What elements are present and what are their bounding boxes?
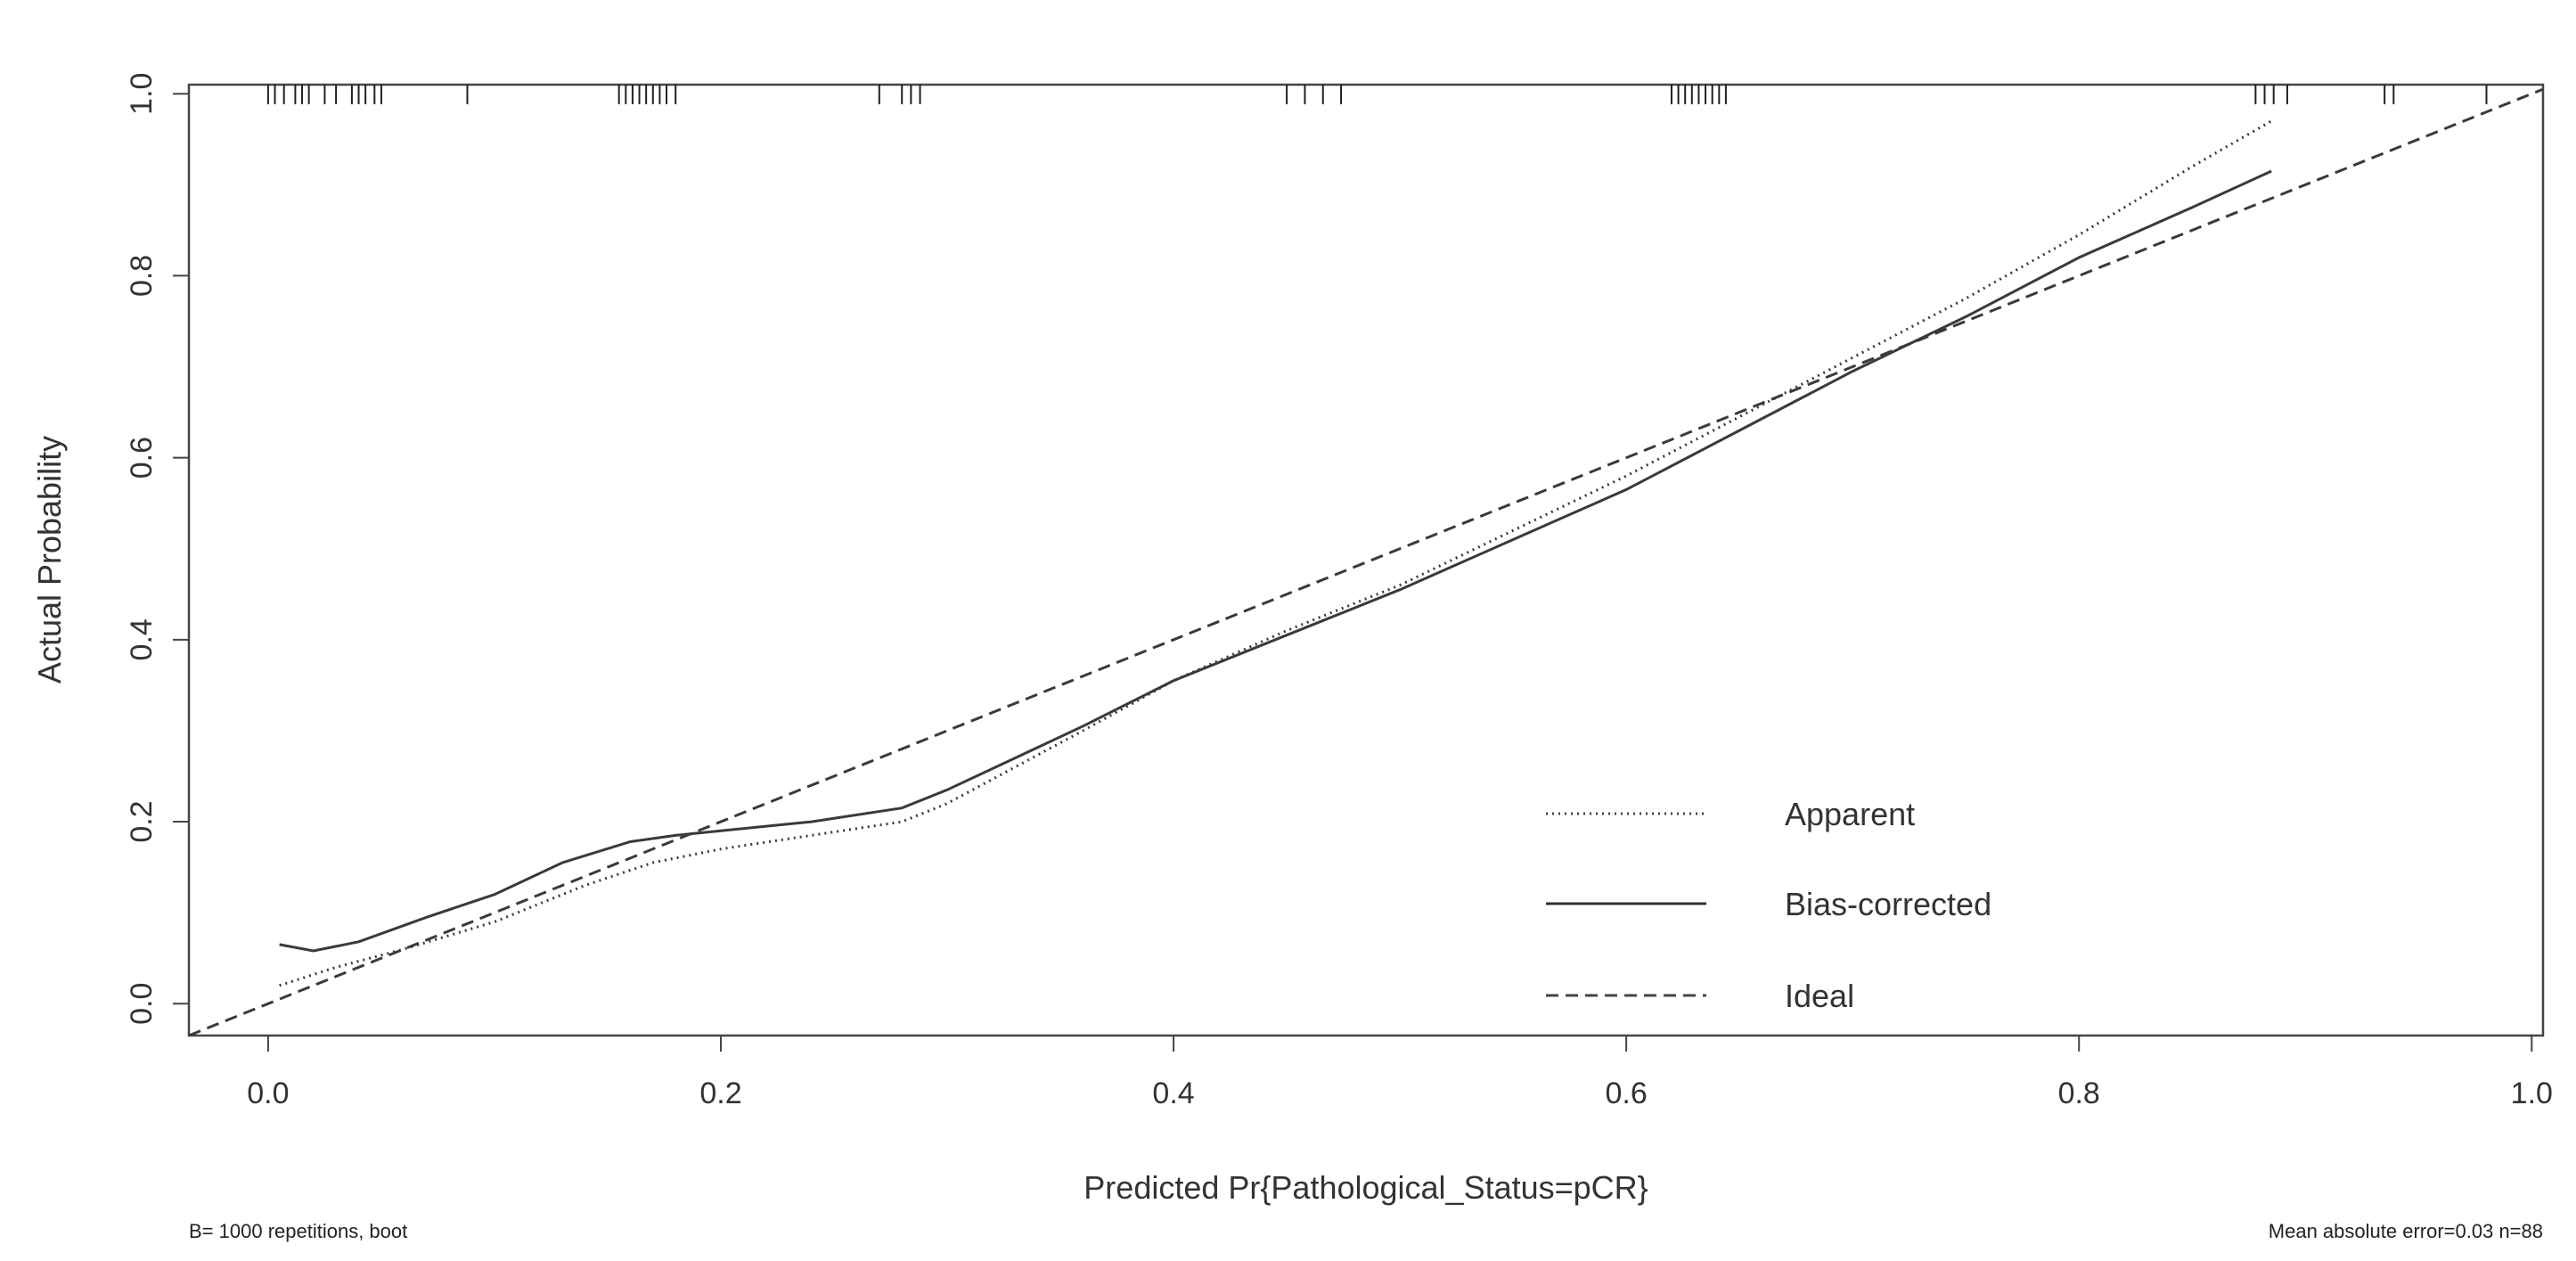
y-tick-label: 0.0: [125, 983, 159, 1025]
series-line-ideal: [188, 87, 2544, 1037]
y-axis: 0.0 0.2 0.4 0.6 0.8 1.0: [125, 73, 189, 1025]
rug-ticks: [266, 85, 2488, 104]
x-axis: 0.0 0.2 0.4 0.6 0.8 1.0: [247, 1035, 2553, 1110]
y-axis-title: Actual Probability: [31, 436, 68, 684]
x-axis-title: Predicted Pr{Pathological_Status=pCR}: [1084, 1169, 1648, 1206]
series-line-bias-corrected: [279, 169, 2272, 953]
x-tick-label: 0.4: [1152, 1077, 1194, 1110]
series-lines: [188, 87, 2544, 1037]
x-tick-label: 0.0: [247, 1077, 289, 1110]
footer-left-note: B= 1000 repetitions, boot: [189, 1220, 407, 1242]
legend-label-apparent: Apparent: [1785, 796, 1915, 832]
legend-label-bias-corrected: Bias-corrected: [1785, 886, 1991, 922]
y-tick-label: 0.2: [125, 800, 159, 842]
y-tick-label: 0.8: [125, 255, 159, 297]
x-tick-label: 1.0: [2511, 1077, 2553, 1110]
y-tick-label: 0.6: [125, 437, 159, 479]
legend: Apparent Bias-corrected Ideal: [1546, 796, 1991, 1014]
y-tick-label: 0.4: [125, 618, 159, 660]
x-tick-label: 0.6: [1606, 1077, 1648, 1110]
x-tick-label: 0.8: [2058, 1077, 2100, 1110]
footer-right-note: Mean absolute error=0.03 n=88: [2269, 1220, 2543, 1242]
x-tick-label: 0.2: [699, 1077, 741, 1110]
legend-label-ideal: Ideal: [1785, 978, 1854, 1014]
series-line-apparent: [279, 119, 2272, 987]
y-tick-label: 1.0: [125, 73, 159, 115]
